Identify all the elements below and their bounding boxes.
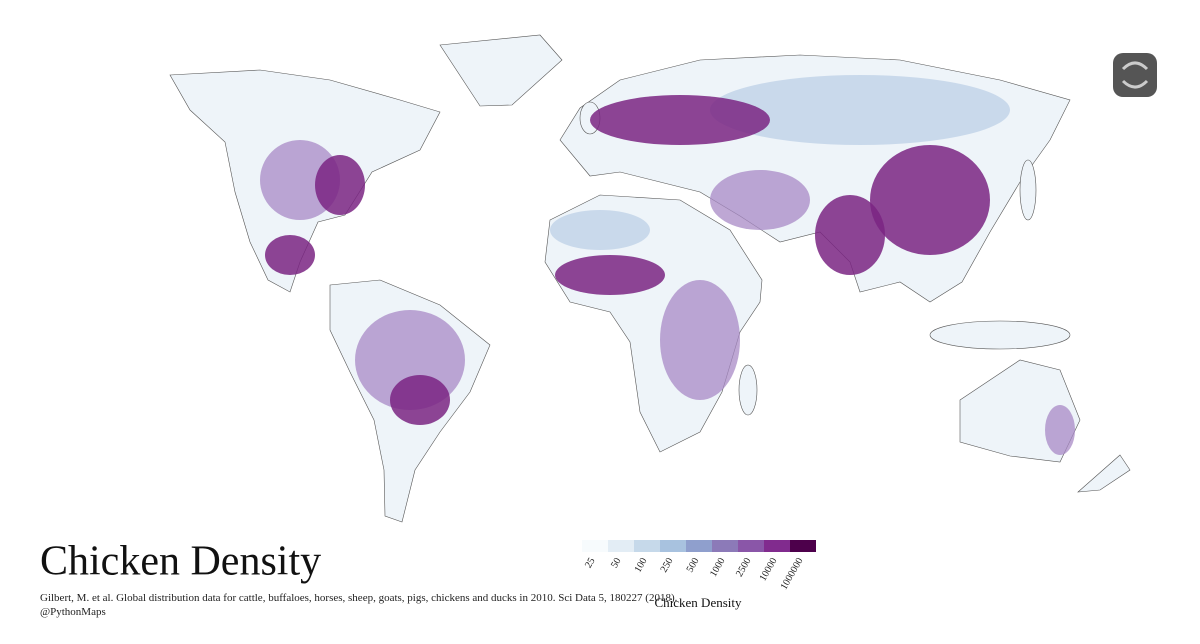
- legend-swatch: [738, 540, 764, 552]
- legend-swatch: [712, 540, 738, 552]
- density-area: [265, 235, 315, 275]
- legend-label: 500: [685, 556, 702, 574]
- logo: [1113, 53, 1157, 97]
- legend-swatch: [764, 540, 790, 552]
- legend-swatch: [686, 540, 712, 552]
- density-area: [815, 195, 885, 275]
- handle: @PythonMaps: [40, 606, 106, 618]
- density-area: [660, 280, 740, 400]
- density-area: [1045, 405, 1075, 455]
- legend-label: 1000: [708, 556, 728, 579]
- legend-swatch: [608, 540, 634, 552]
- density-area: [550, 210, 650, 250]
- citation: Gilbert, M. et al. Global distribution d…: [40, 592, 678, 604]
- density-area: [710, 170, 810, 230]
- density-area: [870, 145, 990, 255]
- indonesia: [929, 320, 1071, 350]
- legend-label: 2500: [734, 556, 754, 579]
- density-area: [390, 375, 450, 425]
- legend-title: Chicken Density: [654, 595, 742, 610]
- legend-label: 100: [633, 556, 650, 574]
- density-area: [590, 95, 770, 145]
- madagascar: [738, 364, 758, 416]
- legend-label: 50: [609, 556, 624, 570]
- density-area: [555, 255, 665, 295]
- world-map: [169, 34, 1131, 523]
- title: Chicken Density: [40, 539, 321, 585]
- density-area: [315, 155, 365, 215]
- legend-swatch: [790, 540, 816, 552]
- legend-label: 25: [583, 556, 598, 570]
- legend-label: 10000: [758, 556, 780, 583]
- legend-label: 1000000: [779, 556, 806, 592]
- legend-swatch: [634, 540, 660, 552]
- legend-swatch: [660, 540, 686, 552]
- legend-swatch: [582, 540, 608, 552]
- greenland: [439, 34, 563, 107]
- japan: [1019, 159, 1037, 221]
- legend-label: 250: [659, 556, 676, 574]
- density-area: [710, 75, 1010, 145]
- new-zealand: [1077, 454, 1131, 493]
